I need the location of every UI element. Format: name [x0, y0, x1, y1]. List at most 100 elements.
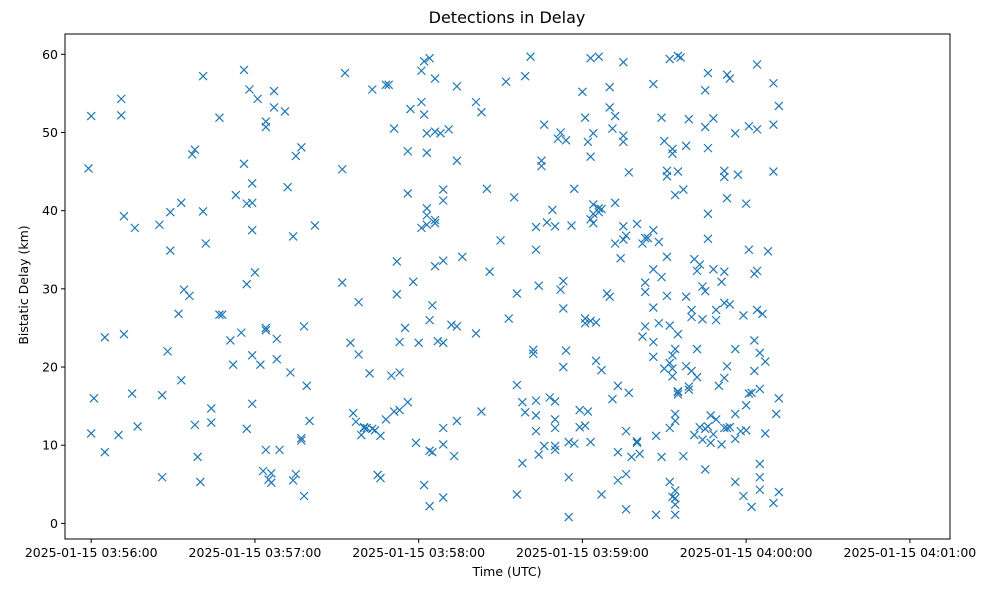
data-point — [517, 458, 527, 468]
data-point — [550, 445, 560, 455]
data-point — [296, 142, 306, 152]
data-point — [717, 277, 727, 287]
data-point — [668, 350, 677, 360]
data-point — [406, 104, 415, 114]
data-point — [774, 487, 784, 497]
data-point — [296, 433, 306, 443]
data-point — [692, 344, 702, 354]
data-point — [348, 408, 358, 418]
data-point — [425, 315, 435, 325]
data-point — [457, 252, 467, 262]
data-point — [526, 52, 535, 62]
data-point — [632, 438, 642, 448]
data-point — [752, 60, 762, 69]
data-point — [616, 253, 626, 263]
data-point — [657, 113, 666, 123]
data-point — [613, 447, 623, 457]
data-point — [618, 137, 628, 147]
data-point — [427, 447, 437, 457]
data-point — [580, 421, 590, 431]
data-point — [392, 289, 402, 299]
data-point — [651, 510, 661, 520]
data-point — [564, 512, 574, 522]
data-point — [665, 54, 675, 64]
data-point — [261, 325, 271, 335]
y-axis-label: Bistatic Delay (km) — [16, 225, 31, 344]
data-point — [624, 167, 634, 177]
data-point — [206, 418, 216, 427]
data-point — [741, 199, 751, 209]
data-point — [245, 85, 254, 94]
data-point — [356, 430, 366, 440]
data-point — [425, 53, 435, 63]
data-point — [119, 211, 129, 221]
data-point — [730, 409, 740, 419]
x-axis-label: Time (UTC) — [471, 564, 541, 579]
data-point — [719, 373, 729, 383]
data-point — [711, 315, 721, 325]
data-point — [580, 113, 590, 123]
data-point — [698, 282, 707, 291]
data-point — [193, 452, 203, 462]
data-point — [703, 68, 713, 78]
data-point — [689, 430, 699, 440]
data-point — [747, 502, 757, 512]
data-point — [389, 407, 399, 417]
plot-frame — [64, 33, 951, 540]
data-point — [670, 409, 680, 419]
data-point — [403, 189, 413, 198]
data-point — [719, 267, 729, 277]
data-point — [354, 297, 364, 307]
data-point — [725, 300, 735, 309]
data-point — [752, 305, 762, 315]
data-point — [157, 472, 167, 482]
data-point — [446, 320, 456, 330]
data-point — [250, 268, 260, 277]
data-point — [283, 182, 293, 192]
data-point — [247, 399, 257, 409]
data-point — [569, 439, 579, 449]
y-tick-label: 40 — [42, 203, 58, 218]
data-point — [684, 385, 694, 395]
data-point — [452, 81, 462, 91]
data-point — [359, 423, 369, 433]
data-point — [236, 328, 246, 338]
data-point — [174, 309, 183, 319]
data-point — [272, 334, 282, 344]
data-point — [692, 266, 702, 276]
data-point — [414, 338, 424, 348]
data-point — [744, 389, 754, 399]
data-point — [247, 198, 257, 208]
data-point — [673, 386, 683, 396]
data-point — [586, 152, 596, 162]
data-point — [708, 264, 718, 274]
data-point — [100, 332, 110, 342]
data-point — [239, 65, 249, 75]
data-point — [165, 207, 175, 217]
data-point — [706, 411, 716, 420]
data-point — [632, 219, 642, 229]
data-point — [430, 74, 440, 83]
data-point — [594, 203, 604, 213]
data-point — [269, 86, 279, 96]
data-point — [706, 438, 716, 448]
y-tick-label: 30 — [42, 281, 58, 296]
data-point — [755, 472, 765, 482]
data-point — [708, 429, 718, 439]
data-point — [673, 329, 683, 339]
data-point — [386, 371, 396, 381]
data-point — [638, 332, 647, 341]
data-point — [752, 124, 762, 134]
data-point — [597, 365, 606, 375]
data-point — [471, 97, 481, 107]
data-point — [640, 287, 650, 297]
y-tick-label: 20 — [42, 360, 58, 375]
data-point — [575, 422, 585, 432]
data-point — [618, 221, 628, 231]
data-point — [564, 472, 574, 482]
data-point — [438, 196, 448, 205]
data-point — [741, 425, 751, 435]
data-point — [545, 393, 555, 402]
data-point — [586, 316, 596, 326]
data-point — [769, 498, 778, 508]
